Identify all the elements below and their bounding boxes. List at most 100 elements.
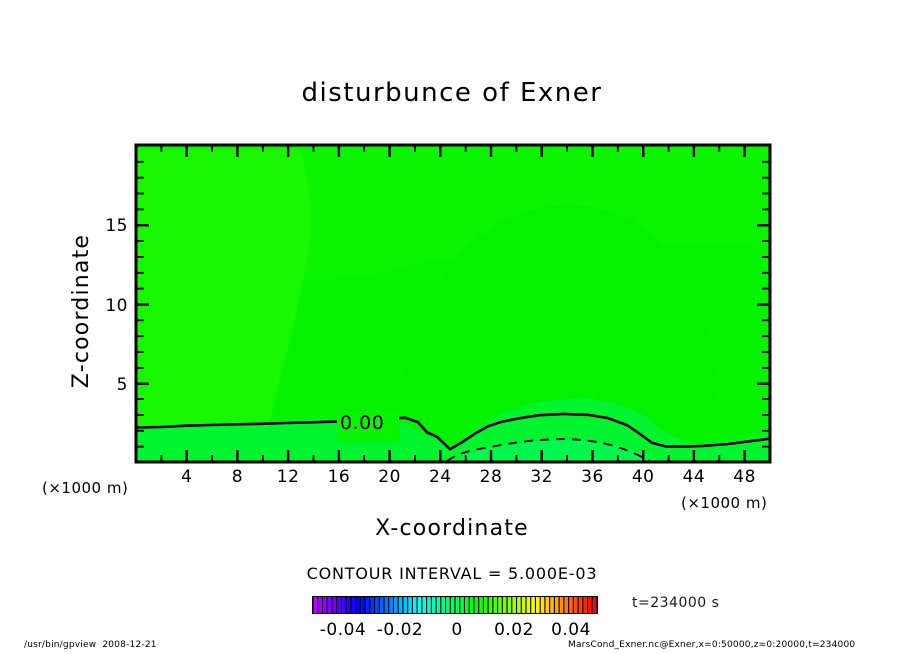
colorbar-bands: [313, 597, 597, 613]
colorbar-band: [498, 597, 502, 613]
x-tick-label: 32: [530, 467, 553, 487]
colorbar-band: [488, 597, 493, 613]
colorbar-band: [351, 597, 356, 613]
x-tick-label: 20: [378, 467, 401, 487]
colorbar-band: [422, 597, 427, 613]
colorbar-band: [332, 597, 337, 613]
footer-command: /usr/bin/gpview 2008-12-21: [24, 640, 157, 650]
colorbar-band: [417, 597, 422, 613]
colorbar-tick-label: -0.04: [319, 620, 367, 640]
colorbar-band: [540, 597, 545, 613]
colorbar-title: CONTOUR INTERVAL = 5.000E-03: [306, 564, 598, 583]
x-tick-label: 48: [733, 467, 756, 487]
colorbar-band: [412, 597, 417, 613]
colorbar-tick-label: 0.02: [494, 620, 534, 640]
colorbar-band: [564, 597, 569, 613]
colorbar-band: [389, 597, 393, 613]
colorbar[interactable]: [312, 596, 598, 614]
colorbar-band: [465, 597, 469, 613]
y-major-ticks: [136, 224, 770, 385]
colorbar-band: [431, 597, 436, 613]
colorbar-band: [394, 597, 398, 613]
y-axis-title: Z-coordinate: [69, 233, 94, 389]
colorbar-band: [346, 597, 351, 613]
colorbar-band: [502, 597, 507, 613]
colorbar-band: [588, 597, 592, 613]
x-tick-label: 12: [276, 467, 300, 487]
x-tick-label: 44: [682, 467, 706, 487]
colorbar-band: [327, 597, 332, 613]
colorbar-tick-label: 0.04: [551, 620, 591, 640]
colorbar-band: [408, 597, 412, 613]
colorbar-band: [450, 597, 455, 613]
contour-label-mask: [337, 412, 399, 442]
colorbar-band: [313, 597, 318, 613]
colorbar-band: [536, 597, 540, 613]
x-tick-label: 24: [428, 467, 452, 487]
y-tick-label: 15: [105, 216, 128, 236]
colorbar-band: [592, 597, 597, 613]
x-unit-left: (×1000 m): [42, 479, 129, 497]
colorbar-band: [360, 597, 365, 613]
colorbar-band: [517, 597, 521, 613]
colorbar-tick-label: -0.02: [376, 620, 424, 640]
colorbar-band: [573, 597, 578, 613]
page-title: disturbunce of Exner: [301, 78, 603, 108]
shade-band-surface: [452, 440, 660, 462]
y-tick-label: 10: [105, 296, 128, 316]
colorbar-band: [436, 597, 441, 613]
colorbar-band: [554, 597, 559, 613]
colorbar-band: [398, 597, 403, 613]
colorbar-band: [545, 597, 550, 613]
colorbar-band: [375, 597, 379, 613]
contour-line-negative: [446, 438, 651, 462]
contour-line-zero: [136, 412, 770, 451]
colorbar-band: [318, 597, 322, 613]
colorbar-band: [531, 597, 535, 613]
x-unit-right: (×1000 m): [681, 494, 768, 512]
x-major-ticks: [185, 145, 746, 462]
y-minor-ticks: [136, 160, 770, 448]
x-axis-title: X-coordinate: [375, 516, 529, 541]
colorbar-band: [483, 597, 488, 613]
x-minor-ticks: [160, 145, 721, 462]
x-tick-label: 4: [181, 467, 193, 487]
x-tick-label: 36: [581, 467, 604, 487]
colorbar-band: [441, 597, 445, 613]
colorbar-band: [493, 597, 498, 613]
colorbar-band: [507, 597, 512, 613]
colorbar-band: [379, 597, 384, 613]
x-tick-label: 40: [631, 467, 655, 487]
colorbar-band: [512, 597, 516, 613]
time-annotation: t=234000 s: [632, 595, 720, 611]
colorbar-band: [427, 597, 431, 613]
colorbar-band: [474, 597, 479, 613]
colorbar-band: [384, 597, 389, 613]
colorbar-band: [479, 597, 483, 613]
colorbar-band: [569, 597, 573, 613]
colorbar-band: [323, 597, 327, 613]
colorbar-band: [446, 597, 450, 613]
footer-source: MarsCond_Exner.nc@Exner,x=0:50000,z=0:20…: [568, 640, 856, 650]
colorbar-tick-label: 0: [451, 620, 463, 640]
shade-band-center: [398, 205, 722, 462]
colorbar-band: [356, 597, 360, 613]
colorbar-frame: [312, 596, 598, 614]
colorbar-band: [403, 597, 408, 613]
x-tick-label: 16: [327, 467, 351, 487]
colorbar-band: [370, 597, 374, 613]
colorbar-band: [559, 597, 564, 613]
colorbar-band: [578, 597, 583, 613]
colorbar-band: [469, 597, 474, 613]
colorbar-band: [337, 597, 341, 613]
colorbar-band: [455, 597, 460, 613]
colorbar-band: [460, 597, 464, 613]
colorbar-band: [583, 597, 587, 613]
colorbar-band: [526, 597, 531, 613]
colorbar-band: [550, 597, 554, 613]
shade-band-left: [136, 150, 311, 462]
colorbar-band: [341, 597, 346, 613]
y-tick-label: 5: [116, 375, 128, 395]
